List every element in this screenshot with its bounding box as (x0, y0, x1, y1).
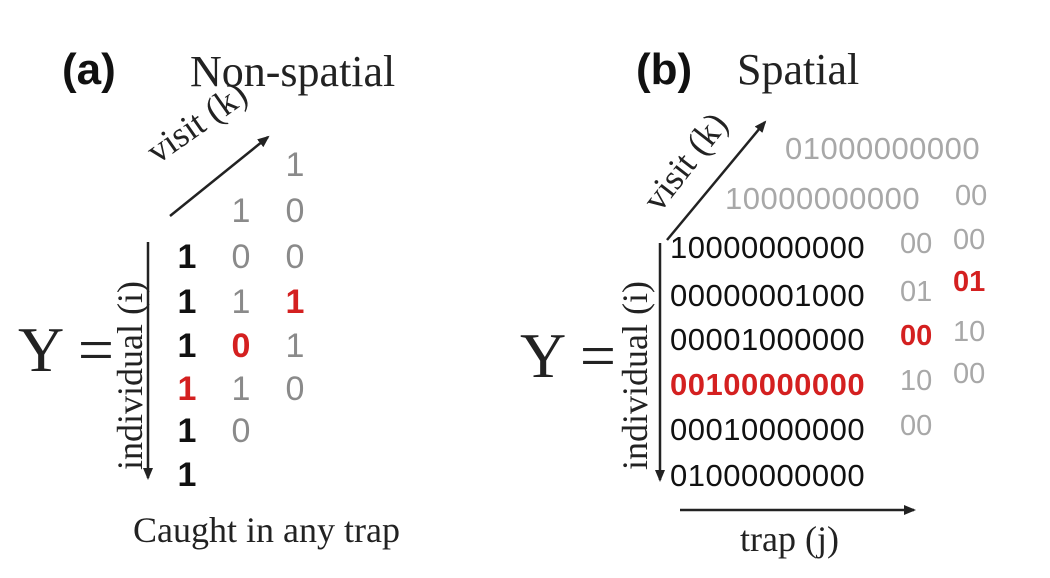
panel-a-cell: 1 (231, 283, 251, 321)
panel-a-cell: 1 (231, 192, 251, 230)
panel-a-title: Non-spatial (190, 47, 396, 96)
panel-b-row-mid: 01 (900, 276, 933, 308)
panel-a-cell: 0 (285, 192, 305, 230)
panel-b-row-main: 00100000000 (670, 367, 866, 402)
panel-b-visit-arrow (666, 120, 767, 241)
panel-b-row-mid: 00 (900, 228, 933, 260)
panel-b-row-main: 01000000000 (670, 458, 866, 493)
panel-a-cell: 1 (177, 238, 197, 276)
panel-b-back-row-1-tail: 00 (955, 180, 988, 212)
panel-b-row-main: 00000001000 (670, 278, 866, 313)
panel-b-row-mid: 00 (900, 410, 933, 442)
panel-a-cell: 1 (177, 283, 197, 321)
panel-b-trap-axis-label: trap (j) (740, 519, 839, 559)
panel-a-cell: 1 (285, 327, 305, 365)
panel-a-cell: 1 (177, 327, 197, 365)
panel-a-y-symbol: Y = (18, 314, 114, 385)
panel-a-cell: 0 (285, 370, 305, 408)
panel-a-cell: 1 (177, 456, 197, 494)
panel-b-row-mid: 00 (900, 320, 933, 352)
panel-b-row-main: 10000000000 (670, 230, 866, 265)
panel-b-y-symbol: Y = (520, 320, 616, 391)
panel-a-cell: 1 (177, 370, 197, 408)
panel-a-cell: 1 (285, 146, 305, 184)
panel-b-row-main: 00001000000 (670, 322, 866, 357)
panel-a-cell: 1 (231, 370, 251, 408)
panel-a-cell: 1 (285, 283, 305, 321)
panel-b-row-right: 00 (953, 224, 986, 256)
panel-b-row-main: 00010000000 (670, 412, 866, 447)
panel-b-row-mid: 10 (900, 365, 933, 397)
panel-a-letter: (a) (62, 45, 116, 94)
panel-b-row-right: 00 (953, 358, 986, 390)
panel-a-cell: 0 (231, 412, 251, 450)
panel-b-letter: (b) (636, 45, 693, 94)
panel-b-row-right: 01 (953, 266, 986, 298)
panel-a-cell: 1 (177, 412, 197, 450)
panel-a-cell: 0 (285, 238, 305, 276)
panel-a-cell: 0 (231, 327, 251, 365)
panel-a-visit-arrow (169, 135, 270, 217)
panel-b-back-row-1: 10000000000 (725, 181, 921, 216)
panel-a-cell: 0 (231, 238, 251, 276)
panel-b-back-row-2: 01000000000 (785, 131, 981, 166)
panel-b-title: Spatial (737, 45, 860, 94)
panel-a-caption: Caught in any trap (133, 510, 400, 550)
panel-b-row-right: 10 (953, 316, 986, 348)
